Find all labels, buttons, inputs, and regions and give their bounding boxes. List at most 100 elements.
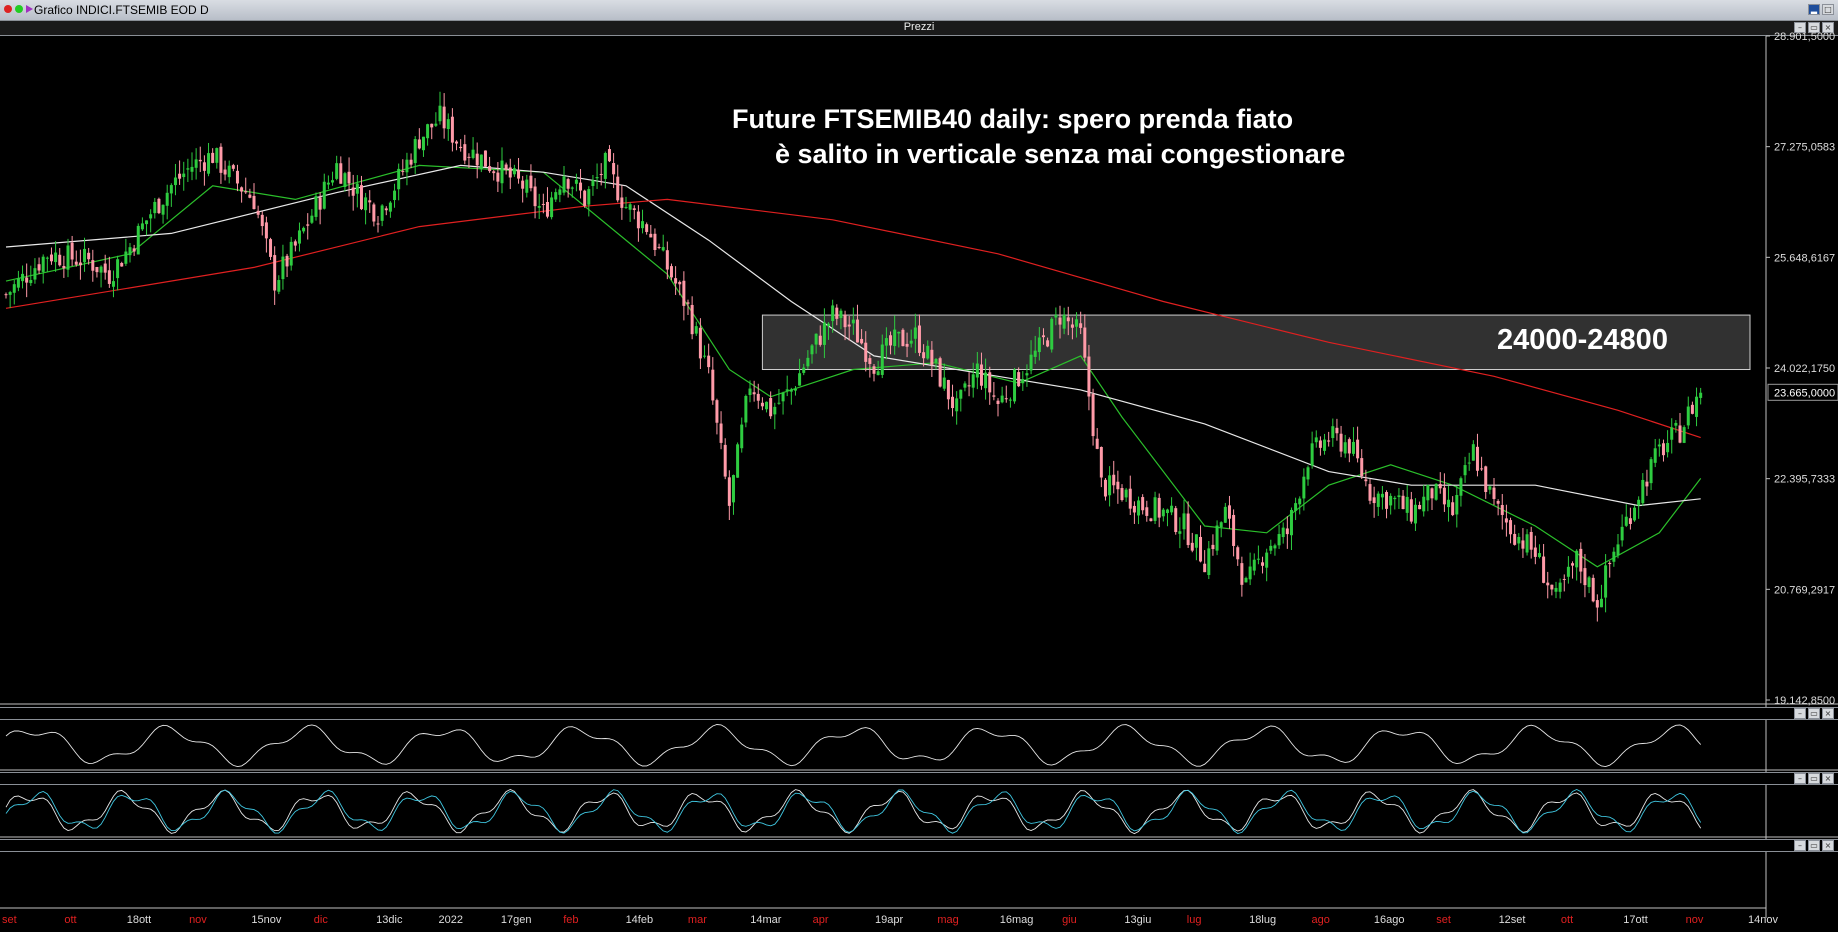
stoch-close-button[interactable]: × (1822, 773, 1834, 784)
bull-candle (703, 355, 707, 357)
stoch-restore-button[interactable]: ▭ (1808, 773, 1820, 784)
bear-candle (1132, 505, 1136, 513)
bear-candle (1083, 327, 1087, 358)
bear-candle (545, 201, 549, 217)
candles-layer (4, 91, 1703, 622)
bull-candle (1037, 337, 1041, 353)
bear-candle (682, 280, 686, 306)
bull-candle (1405, 496, 1409, 513)
bear-candle (707, 355, 711, 368)
empty-close-button[interactable]: × (1822, 840, 1834, 851)
bear-candle (198, 159, 202, 162)
bear-candle (1475, 446, 1479, 471)
bull-candle (405, 159, 409, 173)
bear-candle (1678, 425, 1682, 443)
bull-candle (1215, 525, 1219, 551)
bear-candle (1496, 500, 1500, 504)
bull-candle (161, 204, 165, 215)
bull-candle (140, 223, 144, 230)
bull-candle (765, 401, 769, 410)
x-tick-label: 15nov (251, 914, 281, 926)
bear-candle (91, 260, 95, 271)
bear-candle (1157, 497, 1161, 518)
maximize-button[interactable]: □ (1822, 4, 1834, 15)
bull-candle (1207, 548, 1211, 576)
panel-close-button[interactable]: × (1822, 22, 1834, 33)
bull-candle (595, 177, 599, 179)
bear-candle (1190, 542, 1194, 551)
bull-candle (479, 154, 483, 170)
bull-candle (1380, 493, 1384, 498)
bear-candle (665, 250, 669, 270)
bull-candle (851, 319, 855, 324)
bull-candle (1686, 406, 1690, 426)
bear-candle (864, 342, 868, 362)
bear-candle (1335, 427, 1339, 434)
y-tick-label: 20.769,2917 (1774, 584, 1835, 596)
bull-candle (1170, 505, 1174, 513)
bull-candle (773, 406, 777, 415)
bull-candle (1314, 437, 1318, 443)
bear-candle (645, 224, 649, 232)
bear-candle (1492, 487, 1496, 499)
bull-candle (364, 197, 368, 211)
bull-candle (169, 185, 173, 194)
bull-candle (661, 247, 665, 251)
bear-candle (62, 266, 66, 269)
bear-candle (541, 203, 545, 205)
rsi-restore-button[interactable]: ▭ (1808, 708, 1820, 719)
bear-candle (1521, 540, 1525, 549)
bull-candle (41, 256, 45, 272)
bull-candle (1033, 350, 1037, 357)
bull-candle (1194, 534, 1198, 548)
bear-candle (901, 329, 905, 347)
bull-candle (124, 251, 128, 264)
x-tick-label: lug (1187, 914, 1202, 926)
x-tick-label: 16ago (1374, 914, 1405, 926)
bull-candle (281, 256, 285, 280)
bull-candle (1000, 395, 1004, 403)
ma-long-line (5, 198, 1701, 439)
bear-candle (1484, 466, 1488, 493)
panel-minimize-button[interactable]: – (1794, 22, 1806, 33)
bear-candle (992, 395, 996, 397)
minimize-button[interactable]: ▂ (1808, 4, 1820, 15)
bull-candle (149, 214, 153, 219)
rsi-minimize-button[interactable]: – (1794, 708, 1806, 719)
empty-minimize-button[interactable]: – (1794, 840, 1806, 851)
bull-candle (1302, 476, 1306, 499)
bear-candle (1628, 518, 1632, 524)
bear-candle (1066, 317, 1070, 322)
bear-candle (566, 179, 570, 189)
x-tick-label: 12set (1499, 914, 1526, 926)
bear-candle (760, 402, 764, 407)
bear-candle (219, 146, 223, 173)
bull-candle (1161, 509, 1165, 517)
bull-candle (277, 280, 281, 292)
bear-candle (1364, 479, 1368, 482)
bear-candle (1356, 439, 1360, 459)
bull-candle (777, 402, 781, 404)
panel-restore-button[interactable]: ▭ (1808, 22, 1820, 33)
bear-candle (401, 170, 405, 172)
bear-candle (211, 152, 215, 163)
bear-candle (674, 278, 678, 284)
bull-candle (1265, 552, 1269, 568)
bull-candle (570, 187, 574, 189)
bull-candle (822, 322, 826, 345)
rsi-close-button[interactable]: × (1822, 708, 1834, 719)
bull-candle (1566, 566, 1570, 577)
bear-candle (1174, 508, 1178, 533)
bear-candle (868, 358, 872, 364)
stoch-minimize-button[interactable]: – (1794, 773, 1806, 784)
bear-candle (293, 241, 297, 246)
bear-candle (1513, 533, 1517, 545)
bull-candle (827, 323, 831, 327)
empty-restore-button[interactable]: ▭ (1808, 840, 1820, 851)
bear-candle (951, 396, 955, 409)
bull-candle (897, 331, 901, 334)
bear-candle (273, 255, 277, 291)
bear-candle (872, 366, 876, 374)
x-tick-label: mar (688, 914, 707, 926)
